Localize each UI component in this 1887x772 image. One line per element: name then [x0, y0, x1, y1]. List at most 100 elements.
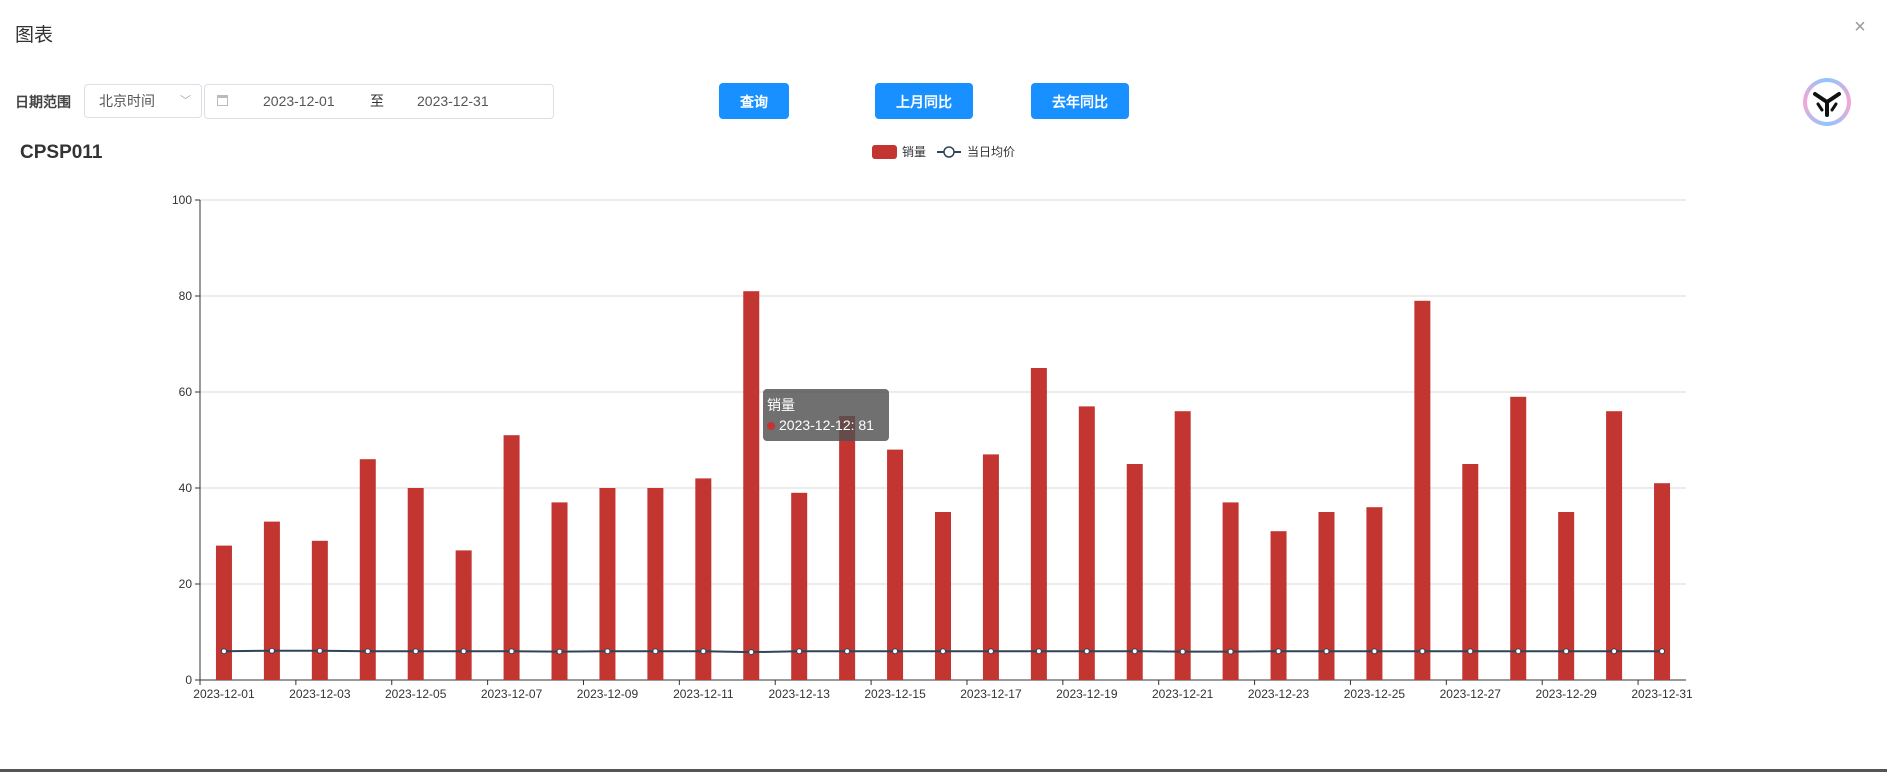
line-point: [1323, 648, 1330, 655]
x-tick-label: 2023-12-01: [193, 687, 255, 701]
bar: [503, 435, 520, 680]
bar: [887, 449, 904, 680]
legend-swatch-bar: [872, 145, 897, 159]
line-point: [412, 648, 419, 655]
end-date-input[interactable]: 2023-12-31: [417, 93, 489, 109]
line-point: [364, 648, 371, 655]
bar: [215, 545, 232, 680]
bottom-divider: [0, 769, 1887, 772]
y-tick-label: 80: [179, 289, 193, 303]
line-point: [1083, 648, 1090, 655]
date-range-label: 日期范围: [15, 94, 71, 110]
tooltip-text: 2023-12-12: 81: [779, 417, 874, 433]
bar: [1270, 531, 1287, 680]
line-point: [796, 648, 803, 655]
bar: [599, 488, 616, 680]
line-point: [508, 648, 515, 655]
bar: [1222, 502, 1239, 680]
line-point: [1419, 648, 1426, 655]
legend-label-bar: 销量: [902, 145, 926, 159]
bar: [1030, 368, 1047, 680]
x-tick-label: 2023-12-07: [481, 687, 543, 701]
y-tick-label: 20: [179, 577, 193, 591]
bar: [1126, 464, 1143, 680]
bar: [791, 492, 808, 680]
bar: [1366, 507, 1383, 680]
line-point: [940, 648, 946, 655]
range-separator: 至: [370, 93, 384, 109]
line-point: [1467, 648, 1474, 655]
line-point: [1611, 648, 1618, 655]
tooltip-title: 销量: [767, 397, 795, 413]
date-range-picker[interactable]: 2023-12-01 至 2023-12-31: [204, 84, 554, 119]
line-point: [604, 648, 611, 655]
line-point: [268, 647, 275, 654]
bar: [1078, 406, 1095, 680]
x-tick-label: 2023-12-11: [673, 687, 734, 701]
x-tick-label: 2023-12-17: [960, 687, 1022, 701]
x-tick-label: 2023-12-23: [1248, 687, 1310, 701]
legend-label-line: 当日均价: [967, 145, 1015, 159]
bar: [551, 502, 568, 680]
chart-tooltip: 销量 2023-12-12: 81: [763, 389, 889, 441]
x-tick-label: 2023-12-09: [577, 687, 639, 701]
line-point: [748, 649, 755, 656]
line-point: [1563, 648, 1570, 655]
line-point: [1227, 648, 1234, 655]
bar: [695, 478, 712, 680]
y-tick-label: 100: [172, 193, 192, 207]
logo-icon: [1813, 92, 1841, 117]
line-point: [1179, 648, 1186, 655]
chevron-down-icon: ﹀: [180, 95, 191, 107]
line-point: [652, 648, 659, 655]
query-button[interactable]: 查询: [719, 83, 789, 119]
bar: [407, 488, 424, 680]
bar: [1318, 512, 1335, 680]
close-icon[interactable]: ×: [1854, 16, 1866, 38]
month-over-month-button[interactable]: 上月同比: [875, 83, 973, 119]
timezone-value: 北京时间: [99, 93, 155, 109]
line-point: [1515, 648, 1522, 655]
line-point: [220, 648, 227, 655]
line-point: [844, 648, 851, 655]
x-tick-label: 2023-12-15: [864, 687, 926, 701]
bar: [311, 540, 328, 680]
calendar-icon: [217, 95, 228, 106]
line-point: [987, 648, 994, 655]
line-point: [700, 648, 707, 655]
y-tick-label: 40: [179, 481, 193, 495]
line-point: [1035, 648, 1042, 655]
x-tick-label: 2023-12-03: [289, 687, 351, 701]
bar: [455, 550, 472, 680]
line-point: [460, 648, 467, 655]
y-tick-label: 0: [185, 673, 192, 687]
line-point: [1659, 648, 1666, 655]
x-tick-label: 2023-12-27: [1440, 687, 1502, 701]
chart-name: CPSP011: [20, 142, 103, 163]
line-point: [1131, 648, 1138, 655]
bar: [935, 512, 951, 680]
bar: [359, 459, 376, 680]
timezone-select[interactable]: 北京时间 ﹀: [84, 84, 202, 118]
line-point: [892, 648, 899, 655]
year-over-year-button[interactable]: 去年同比: [1031, 83, 1129, 119]
line-point: [316, 647, 323, 654]
bar: [743, 291, 760, 680]
dialog-title: 图表: [15, 25, 54, 46]
bar: [839, 416, 856, 680]
tooltip-marker: [767, 422, 775, 431]
bar: [982, 454, 999, 680]
line-point: [1371, 648, 1378, 655]
app-logo[interactable]: [1803, 78, 1851, 126]
line-point: [556, 648, 563, 655]
y-tick-label: 60: [179, 385, 193, 399]
bar: [1654, 483, 1671, 680]
bar: [1174, 411, 1191, 680]
bar: [1462, 464, 1479, 680]
start-date-input[interactable]: 2023-12-01: [263, 93, 335, 109]
x-tick-label: 2023-12-29: [1535, 687, 1597, 701]
x-tick-label: 2023-12-05: [385, 687, 447, 701]
bar: [1414, 300, 1431, 680]
x-tick-label: 2023-12-31: [1631, 687, 1693, 701]
bar: [1510, 396, 1527, 680]
